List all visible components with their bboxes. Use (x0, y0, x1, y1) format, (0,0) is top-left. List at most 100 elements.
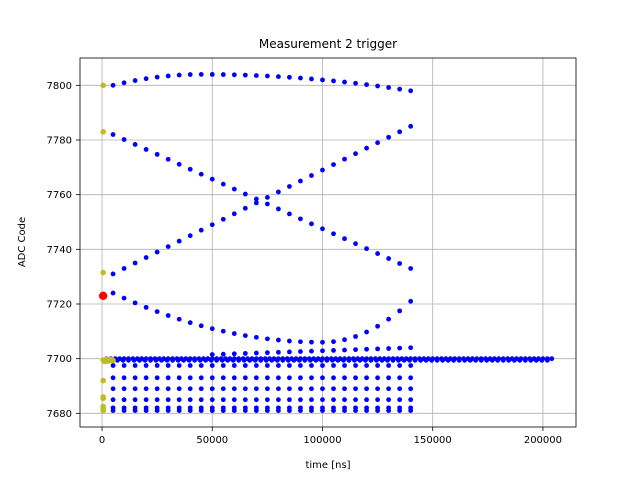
data-point (396, 357, 401, 363)
data-point (187, 408, 193, 413)
data-point (220, 328, 226, 334)
data-point (357, 357, 363, 363)
y-tick-label: 7700 (47, 354, 72, 365)
data-point (397, 308, 403, 314)
data-point (364, 145, 369, 151)
data-point (253, 375, 259, 381)
data-point (154, 386, 160, 392)
data-point (110, 82, 116, 88)
data-point (302, 357, 308, 363)
data-point (253, 350, 259, 356)
data-point (143, 304, 149, 310)
data-point (143, 397, 149, 403)
data-point (331, 78, 336, 84)
data-point (165, 313, 171, 318)
data-point (142, 357, 148, 363)
data-point (187, 233, 193, 239)
data-point (287, 184, 292, 189)
data-point (110, 271, 116, 277)
data-point (353, 363, 358, 368)
data-point (276, 397, 281, 403)
data-point (276, 375, 281, 381)
data-point (386, 386, 392, 392)
data-point (176, 408, 182, 413)
data-point (320, 77, 325, 83)
data-point (386, 85, 392, 90)
data-point (110, 363, 116, 368)
data-point (176, 238, 182, 244)
data-point (408, 386, 414, 392)
data-point (397, 86, 403, 92)
data-point (209, 352, 215, 357)
data-point (264, 375, 270, 381)
data-point (276, 206, 281, 212)
data-point (331, 408, 336, 413)
data-point (165, 73, 171, 79)
data-point (242, 333, 248, 338)
data-point (386, 134, 392, 140)
data-point (287, 211, 292, 217)
data-point (121, 397, 127, 403)
data-point (209, 408, 215, 413)
data-point (242, 408, 248, 413)
data-point (341, 357, 346, 363)
data-point (176, 316, 182, 322)
data-point (320, 339, 325, 345)
data-point (331, 347, 336, 353)
data-point (165, 386, 171, 392)
data-point (154, 249, 160, 255)
data-point (276, 408, 281, 413)
data-point (375, 386, 380, 392)
data-point (121, 386, 127, 392)
data-point (375, 397, 380, 403)
data-point (126, 357, 131, 363)
data-point (264, 336, 270, 342)
data-point (287, 375, 292, 381)
data-point (276, 363, 281, 368)
data-point (408, 363, 414, 368)
data-point (121, 363, 127, 368)
data-point (110, 386, 116, 392)
data-point (264, 397, 270, 403)
data-point (264, 195, 270, 200)
data-point (364, 386, 369, 392)
data-point (375, 140, 380, 146)
data-point (342, 375, 347, 381)
data-point (252, 357, 258, 363)
data-point (298, 349, 303, 354)
data-point (375, 363, 380, 368)
data-point (231, 397, 237, 403)
data-point (342, 236, 347, 242)
data-point (408, 408, 414, 413)
data-point (121, 295, 127, 301)
data-point (154, 151, 160, 157)
data-point (187, 72, 193, 77)
data-point (285, 357, 291, 363)
data-point (539, 357, 545, 363)
data-point (423, 357, 429, 363)
data-point (364, 363, 369, 368)
data-point (236, 357, 242, 363)
data-point (253, 334, 259, 340)
data-point (98, 291, 108, 300)
data-point (353, 334, 358, 339)
data-point (298, 216, 303, 222)
data-point (231, 186, 237, 192)
chart-title: Measurement 2 trigger (259, 37, 397, 51)
data-point (110, 397, 116, 403)
data-point (209, 363, 215, 368)
data-point (258, 357, 264, 363)
data-point (375, 375, 380, 381)
data-point (110, 408, 116, 413)
data-point (331, 386, 336, 392)
x-tick-label: 50000 (196, 435, 228, 446)
data-point (137, 357, 142, 363)
data-point (154, 74, 160, 80)
data-point (407, 357, 412, 363)
data-point (287, 74, 292, 80)
data-point (264, 201, 270, 207)
data-point (209, 326, 215, 332)
data-point (132, 260, 138, 266)
data-point (241, 357, 247, 363)
data-point (231, 363, 237, 368)
